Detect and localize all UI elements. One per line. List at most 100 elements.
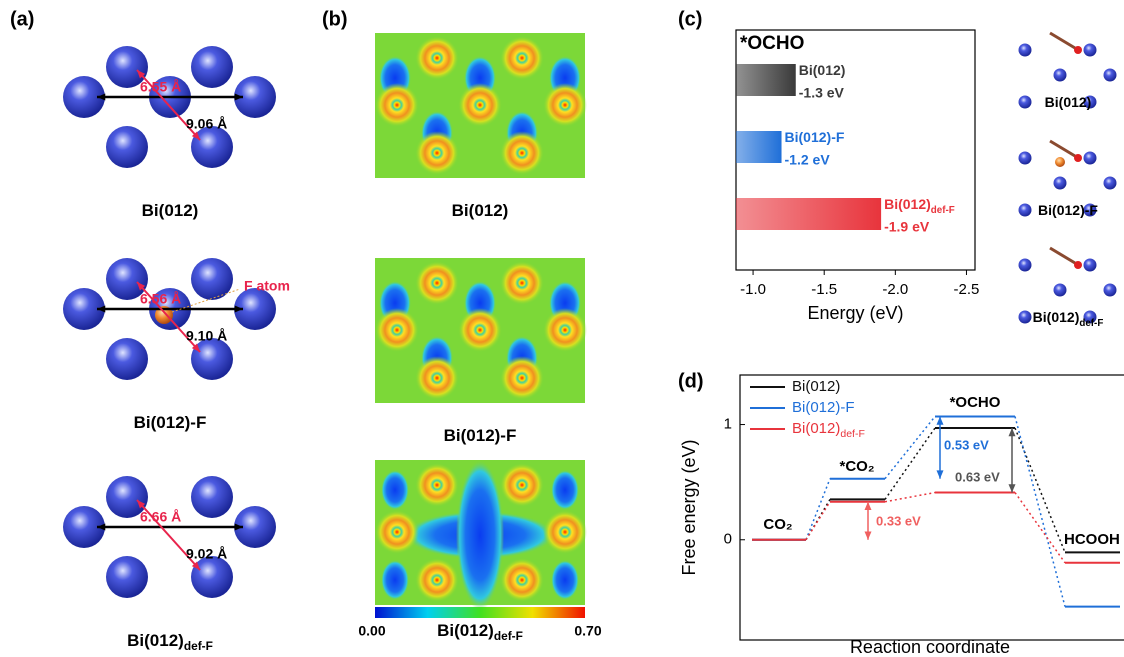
bi-atom bbox=[1019, 311, 1032, 324]
bi-atom bbox=[1019, 44, 1032, 57]
x-tick-label: -2.5 bbox=[954, 281, 980, 298]
bi-atom bbox=[1104, 177, 1117, 190]
y-axis-label: Free energy (eV) bbox=[679, 439, 699, 575]
colorbar bbox=[375, 607, 585, 618]
bi-atom bbox=[1019, 96, 1032, 109]
arrow-head bbox=[864, 502, 871, 510]
arrow-head bbox=[864, 531, 871, 539]
state-label: *OCHO bbox=[950, 394, 1001, 411]
bi-atom bbox=[1019, 152, 1032, 165]
density-low bbox=[551, 560, 579, 600]
density-atom bbox=[415, 558, 459, 602]
panel-label: (b) bbox=[322, 8, 348, 30]
bar bbox=[736, 198, 881, 230]
density-atom bbox=[500, 131, 544, 175]
model-name-main: Bi(012) bbox=[1033, 309, 1080, 325]
colorbar-label: 0.70 bbox=[574, 623, 601, 639]
o-atom bbox=[1074, 154, 1082, 162]
y-tick-label: 1 bbox=[724, 416, 732, 433]
colorbar-label: 0.00 bbox=[358, 623, 385, 639]
y-tick-label: 0 bbox=[724, 531, 732, 548]
density-atom bbox=[543, 83, 587, 127]
figure: (a)6.55 Å9.06 ÅBi(012)6.56 Å9.10 ÅF atom… bbox=[0, 0, 1124, 657]
bar-name-main: Bi(012) bbox=[884, 196, 931, 212]
bar-name: Bi(012)def-F bbox=[884, 196, 955, 216]
legend-label-sub: def-F bbox=[840, 428, 865, 440]
structure-name-main: Bi(012)-F bbox=[134, 413, 207, 432]
density-atom bbox=[500, 356, 544, 400]
legend-label: Bi(012) bbox=[792, 378, 840, 395]
bi-atom bbox=[1104, 284, 1117, 297]
density-atom bbox=[415, 356, 459, 400]
density-atom bbox=[500, 36, 544, 80]
density-atom bbox=[500, 558, 544, 602]
marker-label: F atom bbox=[244, 278, 290, 294]
o-atom bbox=[1074, 46, 1082, 54]
map-name-main: Bi(012)-F bbox=[444, 426, 517, 445]
structure-name: Bi(012) bbox=[142, 201, 199, 220]
panel-label: (c) bbox=[678, 8, 702, 30]
bi-atom bbox=[1084, 44, 1097, 57]
map-name: Bi(012) bbox=[452, 201, 509, 220]
bi-atom bbox=[1054, 177, 1067, 190]
bi-atom bbox=[1054, 69, 1067, 82]
state-label: *CO₂ bbox=[839, 458, 874, 475]
o-atom bbox=[1074, 261, 1082, 269]
density-atom bbox=[415, 463, 459, 507]
bi-atom bbox=[106, 556, 148, 598]
bar-name-main: Bi(012)-F bbox=[785, 129, 845, 145]
bond bbox=[1050, 141, 1075, 156]
distance-label: 6.66 Å bbox=[140, 509, 181, 525]
bi-atom bbox=[1019, 259, 1032, 272]
structure-name-main: Bi(012) bbox=[127, 631, 184, 650]
model-name: Bi(012) bbox=[1045, 94, 1092, 110]
density-low bbox=[381, 470, 409, 510]
model-name: Bi(012)-F bbox=[1038, 202, 1098, 218]
bar-name: Bi(012) bbox=[799, 62, 846, 78]
panel-label: (d) bbox=[678, 370, 704, 392]
connector bbox=[1015, 493, 1065, 563]
map-name: Bi(012)-F bbox=[444, 426, 517, 445]
x-tick-label: -1.5 bbox=[811, 281, 837, 298]
bi-atom bbox=[1084, 152, 1097, 165]
map-name-main: Bi(012) bbox=[452, 201, 509, 220]
bi-atom bbox=[1054, 284, 1067, 297]
density-low bbox=[456, 460, 504, 610]
legend-label: Bi(012)def-F bbox=[792, 420, 865, 440]
bi-atom bbox=[191, 46, 233, 88]
density-atom bbox=[415, 261, 459, 305]
structure-name-sub: def-F bbox=[184, 639, 213, 653]
legend-label: Bi(012)-F bbox=[792, 399, 855, 416]
bar-name: Bi(012)-F bbox=[785, 129, 845, 145]
bar-name-sub: def-F bbox=[931, 205, 955, 216]
legend-label-main: Bi(012) bbox=[792, 378, 840, 395]
connector bbox=[806, 502, 830, 540]
bi-atom bbox=[191, 476, 233, 518]
density-atom bbox=[375, 308, 419, 352]
bar bbox=[736, 131, 782, 163]
x-axis-label: Reaction coordinate bbox=[850, 637, 1010, 657]
f-atom bbox=[1055, 157, 1065, 167]
density-atom bbox=[458, 83, 502, 127]
bar-name-main: Bi(012) bbox=[799, 62, 846, 78]
distance-label: 6.55 Å bbox=[140, 79, 181, 95]
distance-label: 9.10 Å bbox=[186, 328, 227, 344]
density-atom bbox=[375, 83, 419, 127]
bi-atom bbox=[106, 338, 148, 380]
x-tick-label: -2.0 bbox=[882, 281, 908, 298]
map-name-sub: def-F bbox=[494, 629, 523, 643]
state-label: HCOOH bbox=[1064, 531, 1120, 548]
arrow-head bbox=[1008, 484, 1015, 492]
density-atom bbox=[500, 261, 544, 305]
model-name-main: Bi(012) bbox=[1045, 94, 1092, 110]
annotation: 0.63 eV bbox=[955, 469, 1000, 484]
map-name-main: Bi(012) bbox=[437, 621, 494, 640]
bi-atom bbox=[1104, 69, 1117, 82]
bi-atom bbox=[1084, 259, 1097, 272]
model-name-main: Bi(012)-F bbox=[1038, 202, 1098, 218]
density-low bbox=[551, 470, 579, 510]
arrow-head bbox=[1008, 428, 1015, 436]
state-label: CO₂ bbox=[763, 516, 792, 533]
distance-label: 9.06 Å bbox=[186, 116, 227, 132]
structure-name-main: Bi(012) bbox=[142, 201, 199, 220]
